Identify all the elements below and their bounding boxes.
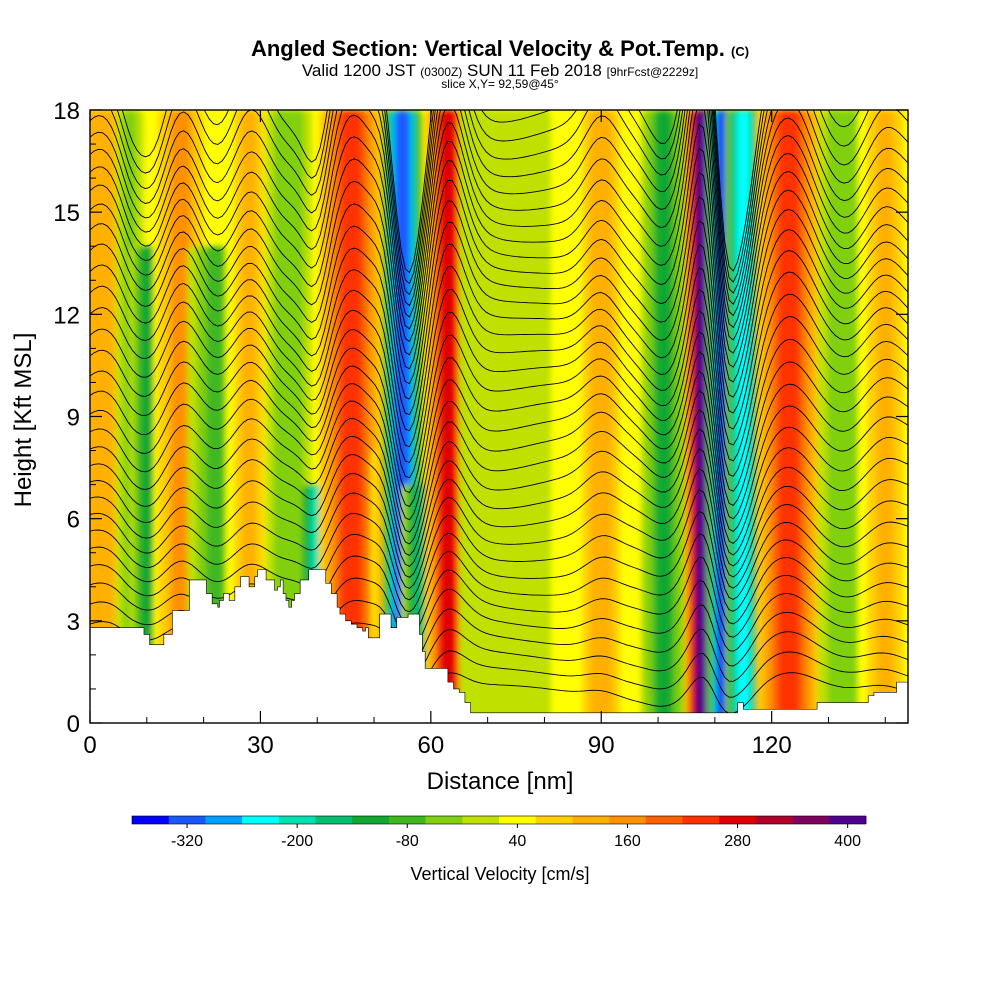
pot-temp-contour	[90, 409, 908, 556]
colorbar-tick-label: -80	[396, 833, 419, 850]
colorbar-swatch	[278, 816, 316, 824]
chart-title-text: Angled Section: Vertical Velocity & Pot.…	[250, 36, 725, 61]
colorbar-swatch	[352, 816, 390, 824]
colorbar-label: Vertical Velocity [cm/s]	[410, 864, 590, 884]
pot-temp-contour	[121, 110, 860, 274]
x-tick-label: 120	[752, 732, 792, 759]
colorbar-swatch	[462, 816, 500, 824]
valid-date: SUN 11 Feb 2018	[467, 61, 602, 80]
colorbar-frame	[131, 815, 867, 825]
pot-temp-contour	[90, 389, 908, 545]
velocity-band	[594, 110, 609, 723]
pot-temp-contour	[90, 110, 908, 318]
colorbar-tick-label: -200	[281, 833, 313, 850]
pot-temp-contour	[90, 370, 908, 533]
pot-temp-contour	[90, 110, 908, 330]
colorbar-tick-label: 280	[724, 833, 751, 850]
pot-temp-contour	[90, 147, 908, 385]
colorbar-swatch	[572, 816, 610, 824]
pot-temp-contour	[90, 110, 908, 343]
colorbar-swatch	[168, 816, 206, 824]
x-tick-label: 30	[247, 732, 274, 759]
pot-temp-contour	[90, 288, 908, 479]
pot-temp-contour	[90, 468, 908, 589]
valid-time-jst: Valid 1200 JST	[301, 61, 416, 80]
y-tick-label: 9	[67, 405, 80, 432]
colorbar-swatch	[829, 816, 867, 824]
colorbar-swatch	[609, 816, 647, 824]
pot-temp-contour	[90, 330, 908, 508]
y-axis-label: Height [Kft MSL]	[10, 332, 37, 508]
pot-temp-contour	[90, 196, 908, 416]
velocity-band	[281, 110, 296, 723]
x-tick-label: 90	[588, 732, 615, 759]
pot-temp-contour	[90, 123, 908, 370]
pot-temp-contour	[90, 310, 908, 494]
velocity-band	[836, 110, 855, 723]
pot-temp-contour	[90, 448, 908, 578]
pot-temp-contour	[110, 110, 908, 296]
pot-temp-contour	[90, 428, 908, 567]
chart-title: Angled Section: Vertical Velocity & Pot.…	[0, 36, 1000, 62]
pot-temp-contour	[90, 220, 908, 432]
velocity-band	[778, 110, 799, 723]
slice-info: slice X,Y= 92,59@45°	[441, 77, 559, 91]
pot-temp-contour	[90, 489, 908, 601]
colorbar-swatch	[719, 816, 757, 824]
pot-temp-contour	[90, 511, 908, 613]
x-tick-label: 60	[417, 732, 444, 759]
y-tick-label: 6	[67, 507, 80, 534]
pot-temp-contour	[90, 171, 908, 400]
y-tick-label: 12	[53, 302, 80, 329]
colorbar-swatch	[499, 816, 536, 824]
velocity-band	[656, 110, 671, 723]
velocity-band	[876, 110, 894, 723]
pot-temp-contour	[90, 110, 908, 307]
copyright-mark: (C)	[731, 44, 750, 59]
velocity-band	[172, 110, 190, 723]
x-axis-label: Distance [nm]	[426, 768, 574, 795]
pot-temp-contour	[116, 110, 870, 285]
colorbar-swatch	[792, 816, 830, 824]
colorbar-swatch	[388, 816, 426, 824]
pot-temp-contour	[90, 350, 908, 521]
colorbar-tick-label: 40	[508, 833, 526, 850]
velocity-band	[440, 110, 455, 723]
colorbar-swatch	[205, 816, 243, 824]
terrain-mask	[90, 569, 908, 723]
pot-temp-contour	[90, 243, 908, 448]
colorbar-tick-label: 400	[834, 833, 861, 850]
colorbar-swatch	[535, 816, 573, 824]
y-tick-label: 3	[67, 609, 80, 636]
forecast-info: [9hrFcst@2229z]	[606, 65, 699, 79]
colorbar-swatch	[755, 816, 793, 824]
colorbar-swatch	[682, 816, 720, 824]
colorbar-swatch	[132, 816, 169, 824]
colorbar-swatch	[315, 816, 353, 824]
colorbar-swatch	[645, 816, 683, 824]
velocity-band	[341, 110, 362, 723]
pot-temp-contour	[90, 110, 908, 356]
colorbar-tick-label: -320	[171, 833, 203, 850]
colorbar-swatch	[425, 816, 463, 824]
velocity-band	[490, 110, 519, 723]
y-tick-label: 18	[53, 98, 80, 125]
colorbar-swatch	[242, 816, 280, 824]
valid-time-line: Valid 1200 JST (0300Z) SUN 11 Feb 2018 […	[0, 61, 1000, 81]
pot-temp-contour	[90, 266, 908, 464]
y-tick-label: 0	[67, 711, 80, 738]
y-tick-label: 15	[53, 200, 80, 227]
colorbar-tick-label: 160	[614, 833, 641, 850]
valid-time-utc: (0300Z)	[420, 65, 463, 79]
plot-area	[90, 110, 908, 723]
x-tick-label: 0	[83, 732, 96, 759]
